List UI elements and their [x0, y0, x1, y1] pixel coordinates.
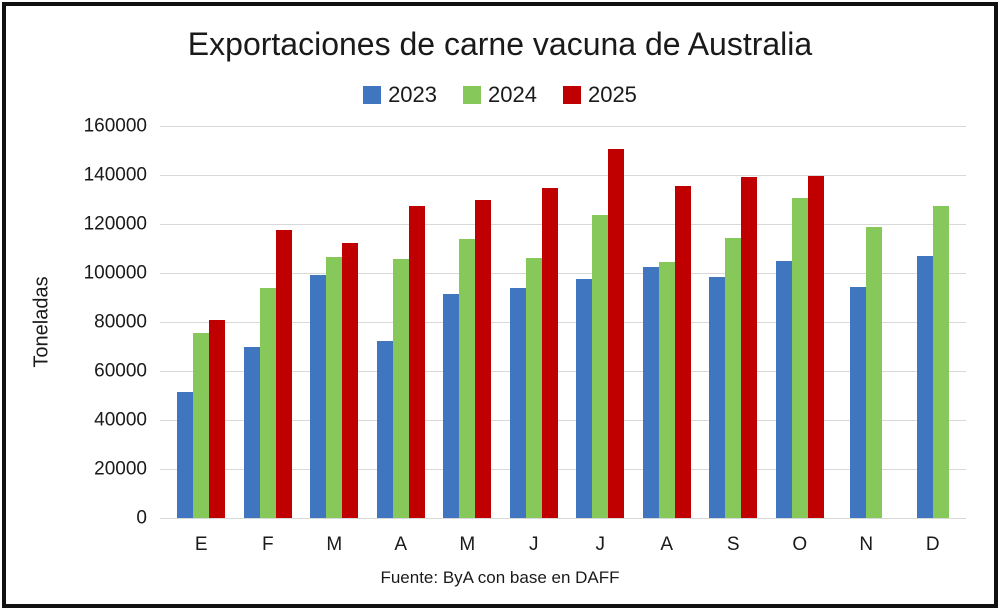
legend-label-2025: 2025	[587, 82, 637, 107]
bar-2023-10-O	[775, 260, 792, 518]
legend: 2023 2024 2025	[6, 84, 994, 106]
bar-2025-9-S	[741, 177, 758, 518]
y-tick-label-60000: 60000	[94, 360, 147, 382]
x-tick-label-11-N: N	[859, 534, 874, 555]
bar-2023-2-F	[243, 346, 260, 518]
legend-swatch-2025	[562, 86, 581, 104]
x-tick-label-6-J: J	[529, 534, 539, 555]
bar-2023-7-J	[576, 279, 593, 518]
bar-group-11-N	[833, 126, 899, 518]
bar-group-3-M	[301, 126, 367, 518]
bar-2023-8-A	[642, 267, 659, 518]
bar-group-4-A	[368, 126, 434, 518]
gridline-100000	[160, 272, 966, 274]
bar-2024-1-E	[193, 333, 210, 518]
gridline-80000	[160, 321, 966, 323]
bar-2025-6-J	[541, 187, 558, 518]
gridline-120000	[160, 223, 966, 225]
bar-2025-1-E	[209, 319, 226, 518]
y-tick-label-40000: 40000	[94, 409, 147, 431]
gridline-160000	[160, 125, 966, 127]
y-tick-label-160000: 160000	[83, 115, 147, 137]
bar-2024-4-A	[392, 259, 409, 518]
x-tick-label-3-M: M	[326, 534, 343, 555]
bar-2024-12-D	[932, 205, 949, 518]
y-tick-label-140000: 140000	[83, 164, 147, 186]
bar-2024-3-M	[326, 256, 343, 518]
bar-2025-10-O	[807, 175, 824, 518]
bar-group-1-E	[168, 126, 234, 518]
bar-2023-9-S	[709, 276, 726, 518]
bar-group-8-A	[634, 126, 700, 518]
bar-2023-5-M	[443, 293, 460, 518]
gridline-0	[160, 517, 966, 519]
x-tick-label-9-S: S	[726, 534, 740, 555]
legend-swatch-2024	[463, 86, 482, 104]
legend-label-2023: 2023	[388, 82, 438, 107]
bar-2023-12-D	[916, 255, 933, 518]
gridline-60000	[160, 370, 966, 372]
bar-2023-4-A	[376, 340, 393, 518]
bar-2024-11-N	[866, 226, 883, 518]
bar-2023-11-N	[850, 287, 867, 518]
legend-item-2025: 2025	[562, 82, 637, 107]
y-tick-label-120000: 120000	[83, 213, 147, 235]
bar-2025-7-J	[608, 149, 625, 518]
gridline-20000	[160, 468, 966, 470]
y-tick-label-0: 0	[136, 507, 147, 529]
gridline-40000	[160, 419, 966, 421]
bar-2024-9-S	[725, 237, 742, 518]
y-axis-tick-labels: 0 20000 40000 60000 80000 100000 120000 140000 1…	[6, 117, 147, 528]
plot-area	[160, 125, 966, 519]
x-tick-label-7-J: J	[595, 534, 606, 555]
bar-2024-7-J	[592, 215, 609, 518]
bar-2025-5-M	[475, 200, 492, 518]
bar-2023-6-J	[509, 288, 526, 518]
bar-2025-3-M	[342, 242, 359, 518]
bar-2024-5-M	[459, 238, 476, 518]
bar-2025-4-A	[408, 206, 425, 518]
source-note: Fuente: ByA con base en DAFF	[380, 568, 620, 587]
x-tick-label-4-A: A	[394, 534, 408, 555]
bar-2025-2-F	[275, 229, 292, 518]
legend-swatch-2023	[363, 86, 382, 104]
legend-item-2023: 2023	[363, 84, 437, 106]
y-tick-label-80000: 80000	[94, 311, 147, 333]
y-tick-label-100000: 100000	[83, 262, 147, 284]
x-tick-label-12-D: D	[925, 534, 940, 555]
bar-group-12-D	[900, 126, 966, 518]
y-tick-label-20000: 20000	[94, 458, 147, 480]
x-tick-label-8-A: A	[660, 534, 674, 555]
bar-2024-6-J	[525, 257, 542, 518]
gridline-140000	[160, 174, 966, 176]
x-tick-label-2-F: F	[261, 534, 274, 555]
x-tick-label-1-E: E	[194, 534, 208, 555]
bar-group-2-F	[234, 126, 300, 518]
bar-2025-8-A	[674, 186, 691, 518]
legend-item-2024: 2024	[463, 84, 537, 106]
chart-title: Exportaciones de carne vacuna de Austral…	[187, 26, 813, 62]
bar-2024-10-O	[791, 198, 808, 518]
bar-2023-1-E	[177, 391, 194, 518]
bar-group-10-O	[767, 126, 833, 518]
bar-group-6-J	[501, 126, 567, 518]
bar-group-7-J	[567, 126, 633, 518]
x-tick-label-5-M: M	[459, 534, 476, 555]
x-tick-label-10-O: O	[792, 534, 808, 555]
legend-label-2024: 2024	[488, 82, 537, 107]
bar-2024-8-A	[658, 261, 675, 518]
bar-group-9-S	[700, 126, 766, 518]
bar-2023-3-M	[310, 275, 327, 518]
bar-2024-2-F	[259, 288, 276, 518]
bar-group-5-M	[434, 126, 500, 518]
